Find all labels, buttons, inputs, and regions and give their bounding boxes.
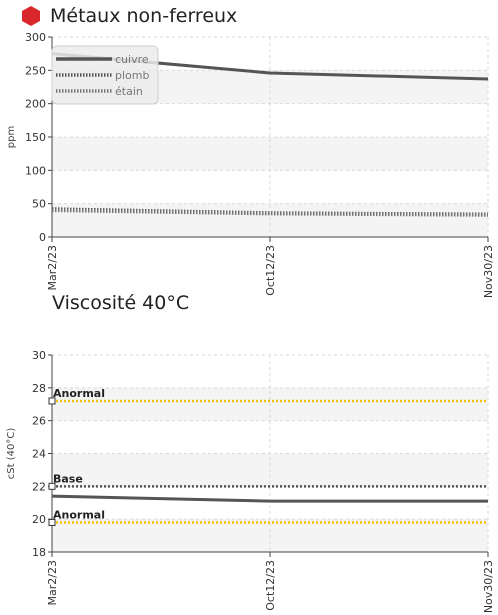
x-tick-label: Nov30/23	[482, 560, 495, 613]
reference-marker	[48, 397, 56, 405]
legend-label: plomb	[115, 69, 149, 82]
chart-title-text: Métaux non-ferreux	[50, 5, 238, 27]
x-tick-label: Nov30/23	[482, 245, 495, 298]
y-tick-label: 200	[25, 98, 46, 111]
y-tick-label: 22	[32, 480, 46, 493]
chart-title-viscosity: Viscosité 40°C	[52, 292, 189, 314]
y-tick-label: 18	[32, 546, 46, 559]
reference-label: Anormal	[53, 387, 105, 400]
metals-chart: 0 50 100 150 200 250 300 Mar2/23 Oct12/23 Nov30/2…	[6, 31, 495, 298]
x-tick-label: Mar2/23	[46, 560, 59, 605]
y-tick-label: 28	[32, 382, 46, 395]
legend: cuivre plomb étain	[51, 45, 159, 105]
reference-label: Base	[53, 472, 83, 485]
y-axis-label: cSt (40°C)	[6, 428, 17, 480]
y-tick-label: 50	[32, 198, 46, 211]
y-tick-label: 20	[32, 513, 46, 526]
y-axis-label: ppm	[6, 126, 17, 148]
chart-title-text: Viscosité 40°C	[52, 292, 190, 314]
x-tick-label: Mar2/23	[46, 245, 59, 290]
y-tick-label: 26	[32, 415, 46, 428]
y-tick-label: 30	[32, 349, 46, 362]
y-tick-label: 150	[25, 131, 46, 144]
red-hexagon-icon	[22, 6, 40, 26]
y-tick-label: 250	[25, 64, 46, 77]
chart-title-metals: Métaux non-ferreux	[20, 5, 237, 27]
series-line	[51, 208, 489, 217]
series-line	[51, 494, 488, 503]
x-tick-label: Oct12/23	[264, 560, 277, 611]
y-tick-label: 24	[32, 448, 46, 461]
legend-label: étain	[115, 85, 143, 98]
reference-marker	[48, 482, 56, 490]
y-tick-label: 100	[25, 164, 46, 177]
y-tick-label: 0	[39, 231, 46, 244]
y-tick-label: 300	[25, 31, 46, 44]
reference-marker	[48, 518, 56, 526]
reference-label: Anormal	[53, 508, 105, 521]
x-tick-label: Oct12/23	[264, 245, 277, 296]
legend-label: cuivre	[115, 53, 149, 66]
